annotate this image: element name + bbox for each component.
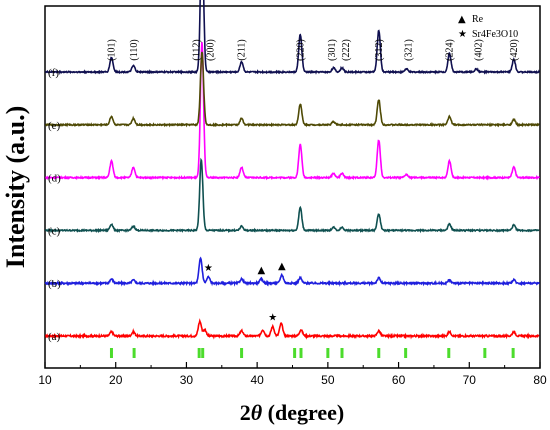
curve-label-a: (a): [48, 331, 61, 343]
x-axis-title: 2θ (degree): [240, 400, 344, 425]
re-marker: ▲: [258, 265, 266, 276]
sr4fe3o10-marker: ★: [268, 313, 277, 324]
legend-marker-re: ▲: [458, 14, 466, 25]
x-tick-label: 20: [109, 373, 123, 387]
legend: ▲ Re ★ Sr4Fe3O10: [458, 14, 518, 40]
x-tick-label: 10: [38, 373, 52, 387]
curve-label-f: (f): [48, 67, 59, 79]
hkl-label: (220): [295, 39, 306, 61]
curves: (a) (b) (c) (d) (e) (f): [44, 0, 540, 343]
curve-c: [44, 157, 540, 234]
x-axis: 10 20 30 40 50 60 70 80: [38, 362, 547, 387]
curve-label-d: (d): [48, 173, 61, 185]
x-tick-label: 30: [180, 373, 194, 387]
legend-label-re: Re: [472, 14, 484, 25]
hkl-label: (420): [509, 39, 520, 61]
curve-label-c: (c): [48, 225, 61, 237]
peak-annotations: ★ ▲ ▲ ★: [204, 261, 286, 324]
hkl-labels: (101) (110) (112) (200) (211) (220) (301) (222)…: [107, 39, 520, 61]
x-tick-label: 50: [321, 373, 335, 387]
curve-b: [44, 256, 540, 287]
hkl-label: (312): [374, 39, 385, 61]
x-axis-title-unit: (degree): [262, 400, 344, 425]
curve-a: [45, 318, 540, 340]
hkl-label: (222): [341, 39, 352, 61]
curve-d: [45, 42, 540, 181]
curve-e: [44, 51, 540, 128]
x-axis-title-2: 2: [240, 400, 251, 425]
re-marker: ▲: [278, 261, 286, 272]
hkl-label: (321): [404, 39, 415, 61]
curve-label-e: (e): [48, 120, 61, 132]
legend-label-sr4fe3o10: Sr4Fe3O10: [472, 29, 518, 40]
hkl-label: (200): [206, 39, 217, 61]
hkl-label: (101): [107, 39, 118, 61]
hkl-label: (211): [237, 39, 248, 60]
reference-lines: [109, 348, 515, 358]
curve-f: [44, 0, 540, 75]
sr4fe3o10-marker: ★: [204, 263, 213, 274]
x-tick-label: 60: [392, 373, 406, 387]
x-tick-label: 80: [533, 373, 547, 387]
x-tick-label: 70: [463, 373, 477, 387]
legend-marker-sr4fe3o10: ★: [458, 29, 467, 40]
plot-frame: [44, 5, 541, 369]
hkl-label: (224): [445, 39, 456, 61]
hkl-label: (110): [129, 39, 140, 60]
hkl-label: (112): [191, 39, 202, 60]
y-axis-title: Intensity (a.u.): [1, 106, 30, 269]
x-tick-label: 40: [250, 373, 264, 387]
hkl-label: (301): [327, 39, 338, 61]
hkl-label: (402): [474, 39, 485, 61]
curve-label-b: (b): [48, 278, 61, 290]
x-axis-title-theta: θ: [251, 400, 263, 425]
